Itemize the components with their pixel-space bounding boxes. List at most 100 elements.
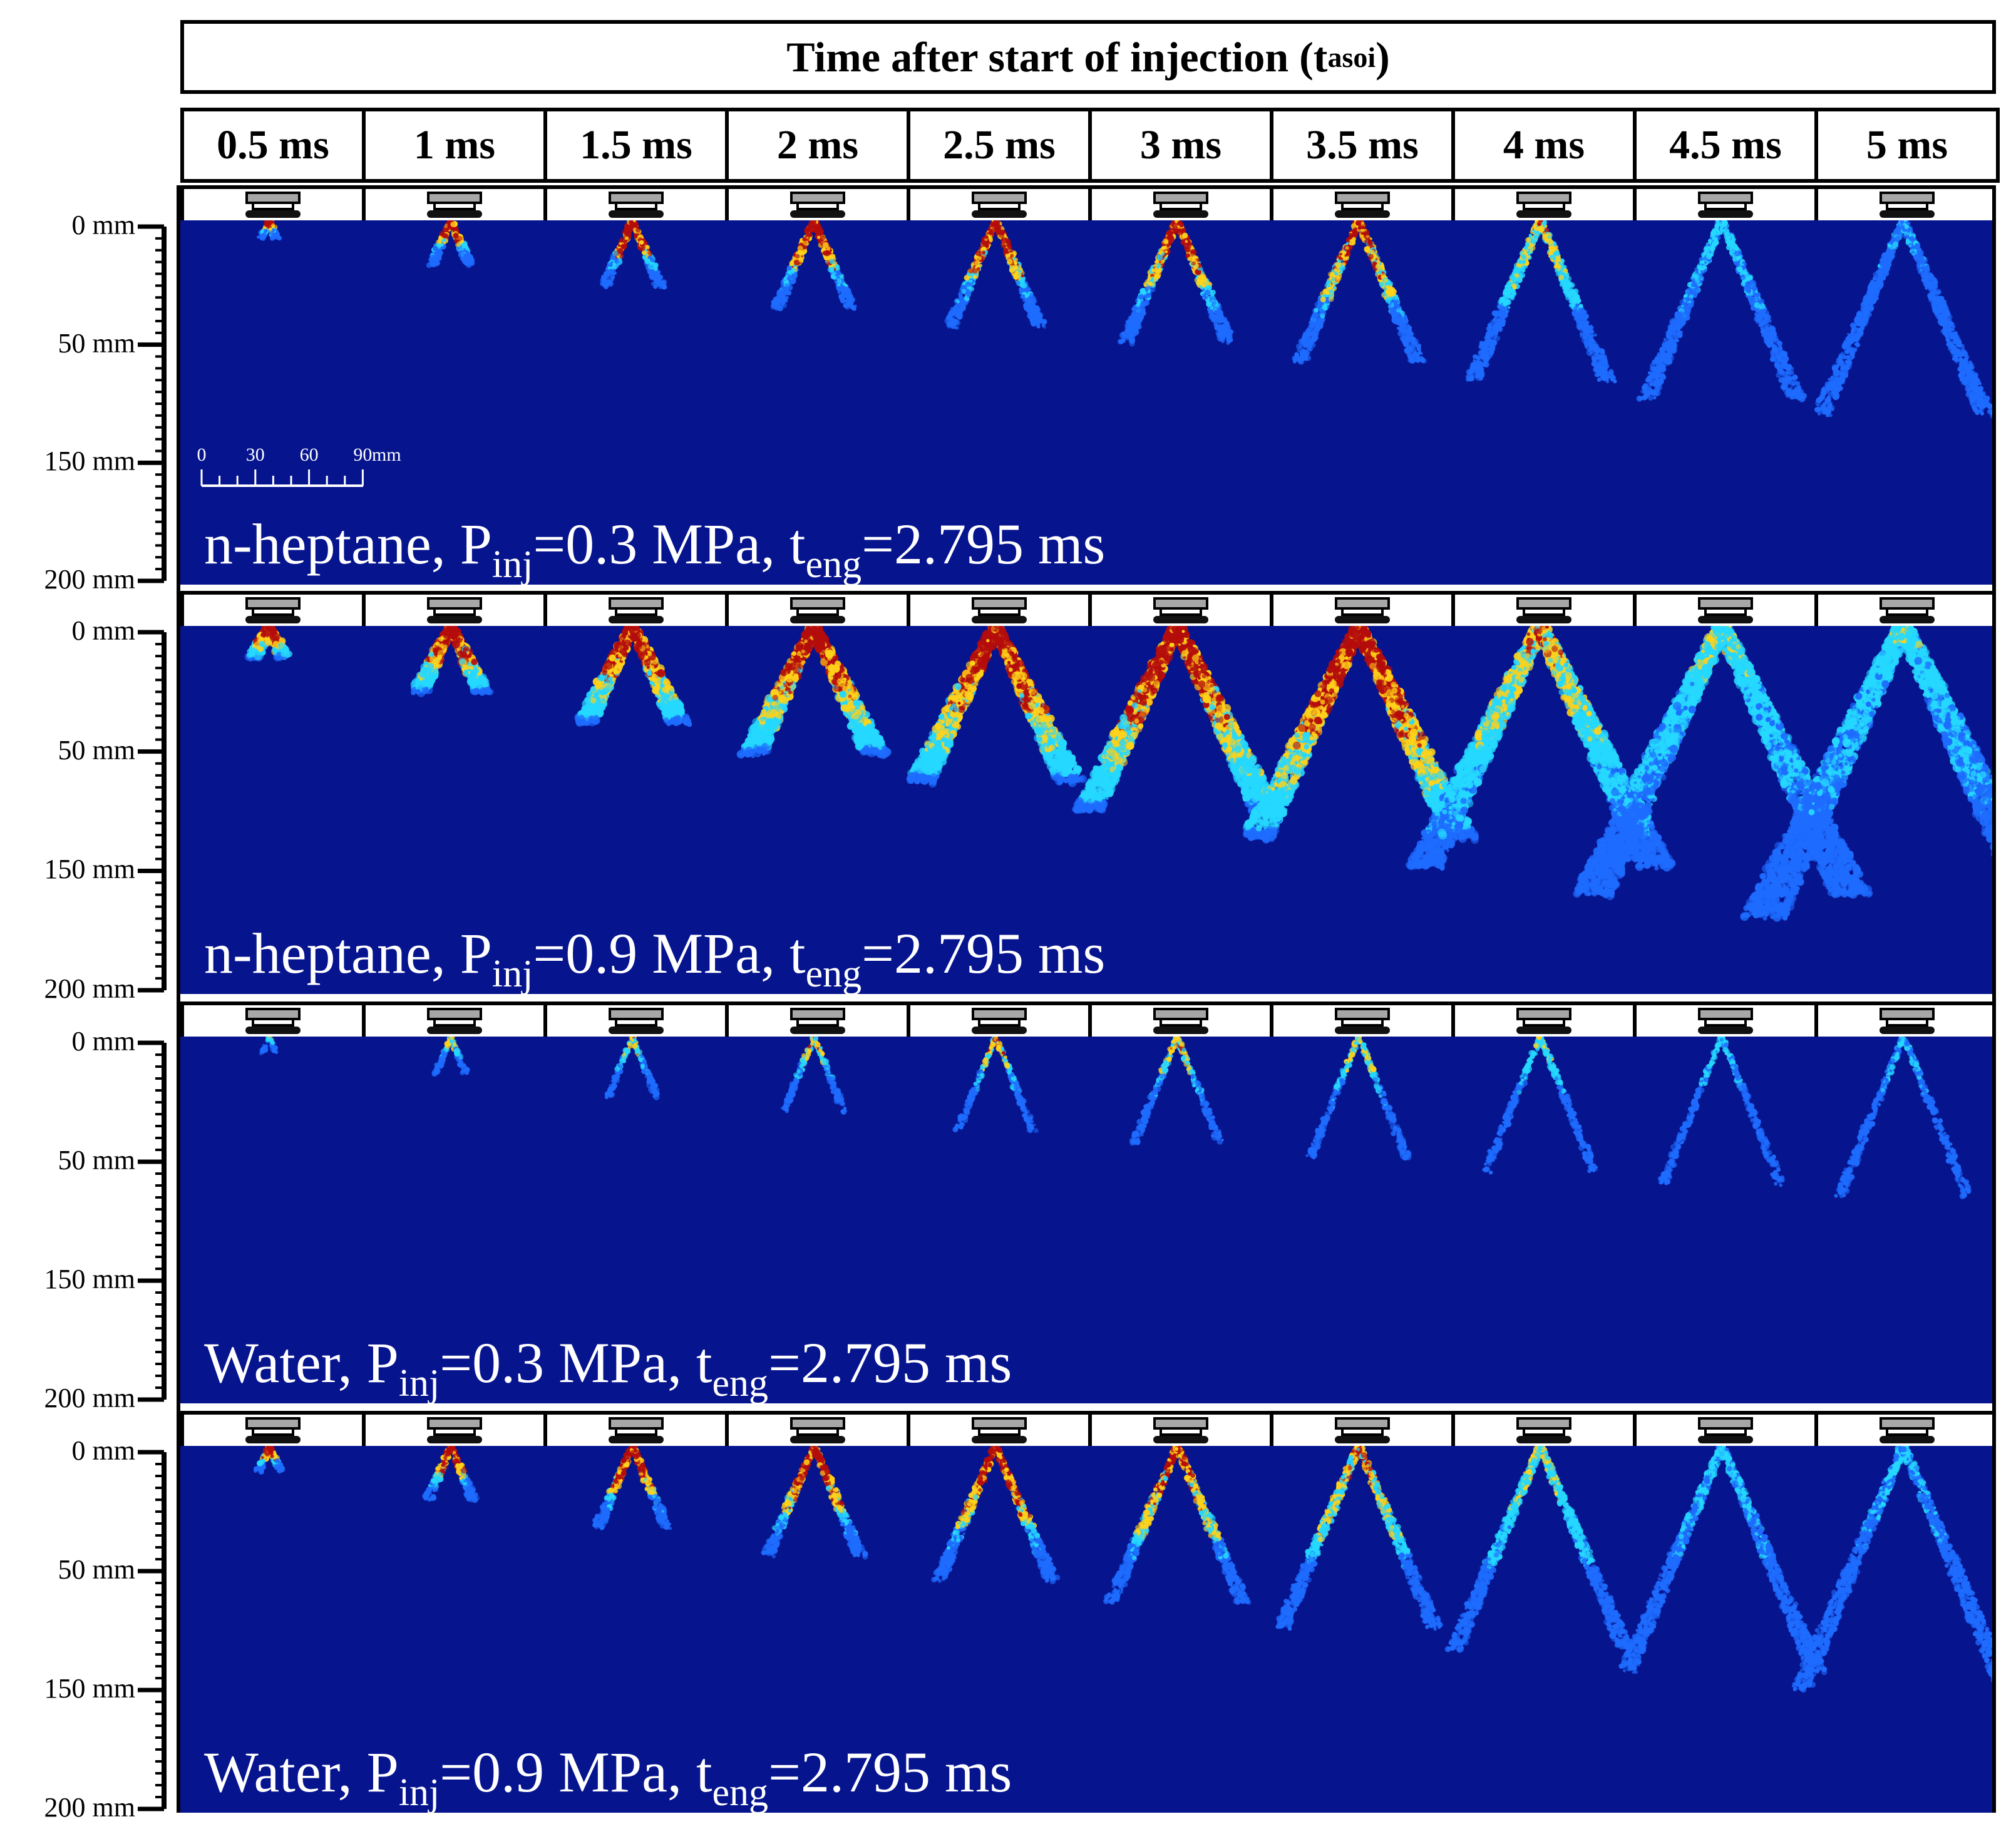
spray-panel-4: Water, Pinj=0.9 MPa, teng=2.795 ms <box>180 1411 1996 1813</box>
condition-pressure-value: =0.3 MPa, t <box>440 1331 712 1395</box>
injector-nozzle-icon <box>1335 1008 1390 1034</box>
injector-nozzle-icon <box>972 597 1027 623</box>
condition-pressure-value: =0.3 MPa, t <box>533 512 805 576</box>
injector-nozzle-icon <box>427 1008 482 1034</box>
injector-nozzle-icon <box>790 1417 845 1443</box>
spray-plume <box>1573 626 1873 901</box>
spray-plume <box>1636 220 1807 402</box>
condition-pressure-symbol: , P <box>431 512 492 576</box>
condition-pressure-symbol: , P <box>431 921 492 985</box>
spray-plume <box>1834 1037 1972 1199</box>
nozzle-cell <box>725 189 907 224</box>
spray-field: Water, Pinj=0.9 MPa, teng=2.795 ms <box>180 1446 1996 1813</box>
scale-bar-label: 30 <box>246 444 265 465</box>
spray-plume <box>1465 220 1617 384</box>
injector-nozzle-icon <box>245 1008 301 1034</box>
injector-nozzle-icon <box>1698 1008 1753 1034</box>
injector-nozzle-icon <box>427 597 482 623</box>
vertical-axis <box>138 224 167 583</box>
spray-plume <box>574 626 692 727</box>
nozzle-cell <box>543 189 725 224</box>
condition-pressure-subscript: inj <box>492 543 533 585</box>
nozzle-cell <box>1814 1415 1996 1450</box>
header-title-close: ) <box>1376 33 1390 82</box>
injector-nozzle-icon <box>1516 1008 1571 1034</box>
scale-bar-label: 90 <box>353 444 372 465</box>
spray-plume <box>944 220 1047 330</box>
spray-panel-2: n-heptane, Pinj=0.9 MPa, teng=2.795 ms <box>180 591 1996 994</box>
injector-nozzle-icon <box>1153 192 1208 218</box>
injector-nozzle-icon <box>790 1008 845 1034</box>
spray-plume <box>1292 220 1427 365</box>
time-label-9: 4.5 ms <box>1633 108 1818 183</box>
injector-nozzle-icon <box>1516 1417 1571 1443</box>
time-label-6: 3 ms <box>1088 108 1273 183</box>
injector-nozzle-icon <box>1335 597 1390 623</box>
nozzle-cell <box>1814 189 1996 224</box>
condition-label: Water, Pinj=0.9 MPa, teng=2.795 ms <box>204 1739 1012 1813</box>
spray-plume <box>1814 220 1996 419</box>
condition-time-value: =2.795 ms <box>861 512 1105 576</box>
nozzle-cell <box>1633 595 1814 630</box>
spray-plume <box>1444 1446 1635 1653</box>
time-label-7: 3.5 ms <box>1270 108 1455 183</box>
condition-time-subscript: eng <box>712 1362 769 1403</box>
injector-nozzle-icon <box>972 1417 1027 1443</box>
nozzle-cell <box>180 1415 362 1450</box>
spray-plume <box>761 1446 868 1560</box>
injector-nozzle-icon <box>1880 1008 1935 1034</box>
condition-time-value: =2.795 ms <box>768 1740 1012 1804</box>
spray-plume <box>1657 1037 1785 1187</box>
spray-plume <box>1618 1446 1828 1676</box>
injector-nozzle-icon <box>609 1417 664 1443</box>
spray-plume <box>257 220 282 241</box>
axis-tick-label: 200 mm <box>13 973 135 1005</box>
nozzle-cell <box>725 1415 907 1450</box>
spray-plume <box>1740 626 1996 922</box>
panel-left-border <box>177 185 180 1813</box>
spray-image-layer <box>253 1446 1996 1693</box>
time-label-3: 1.5 ms <box>543 108 729 183</box>
injector-nozzle-icon <box>609 597 664 623</box>
injector-nozzle-icon <box>1698 597 1753 623</box>
condition-label: n-heptane, Pinj=0.9 MPa, teng=2.795 ms <box>204 920 1105 994</box>
nozzle-cell <box>180 1005 362 1040</box>
nozzle-cell <box>1451 1415 1633 1450</box>
nozzle-cell <box>1451 189 1633 224</box>
time-label-2: 1 ms <box>362 108 547 183</box>
nozzle-cell <box>1814 1005 1996 1040</box>
scale-bar: 0 30 60 90 mm <box>197 444 401 487</box>
spray-plume <box>736 626 892 759</box>
injector-nozzle-icon <box>790 192 845 218</box>
spray-plume <box>592 1446 672 1530</box>
condition-pressure-subscript: inj <box>399 1771 440 1813</box>
injector-nozzle-icon <box>245 1417 301 1443</box>
spray-panel-3: Water, Pinj=0.3 MPa, teng=2.795 ms <box>180 1001 1996 1403</box>
nozzle-cell <box>362 1005 543 1040</box>
spray-plume <box>421 1446 480 1503</box>
injector-nozzle-icon <box>1516 597 1571 623</box>
nozzle-cell <box>1088 1415 1270 1450</box>
spray-image-layer <box>259 1037 1972 1199</box>
time-label-1: 0.5 ms <box>180 108 366 183</box>
axis-tick-label: 150 mm <box>13 1263 135 1295</box>
axis-tick-label: 0 mm <box>13 1025 135 1057</box>
time-label-8: 4 ms <box>1451 108 1637 183</box>
injector-nozzle-icon <box>1335 1417 1390 1443</box>
axis-tick-label: 50 mm <box>13 1554 135 1585</box>
axis-tick-label: 200 mm <box>13 563 135 595</box>
axis-tick-label: 50 mm <box>13 734 135 766</box>
injector-nozzle-icon <box>245 597 301 623</box>
spray-plume <box>1405 626 1676 872</box>
nozzle-cell <box>1633 189 1814 224</box>
nozzle-cell <box>1270 1005 1451 1040</box>
condition-fluid: Water <box>204 1331 338 1395</box>
panel-right-border <box>1992 185 1996 1813</box>
injector-nozzle-icon <box>1698 192 1753 218</box>
condition-pressure-value: =0.9 MPa, t <box>440 1740 712 1804</box>
nozzle-strip <box>180 185 1996 224</box>
spray-plume <box>781 1037 848 1115</box>
nozzle-cell <box>1088 1005 1270 1040</box>
condition-fluid: n-heptane <box>204 921 431 985</box>
